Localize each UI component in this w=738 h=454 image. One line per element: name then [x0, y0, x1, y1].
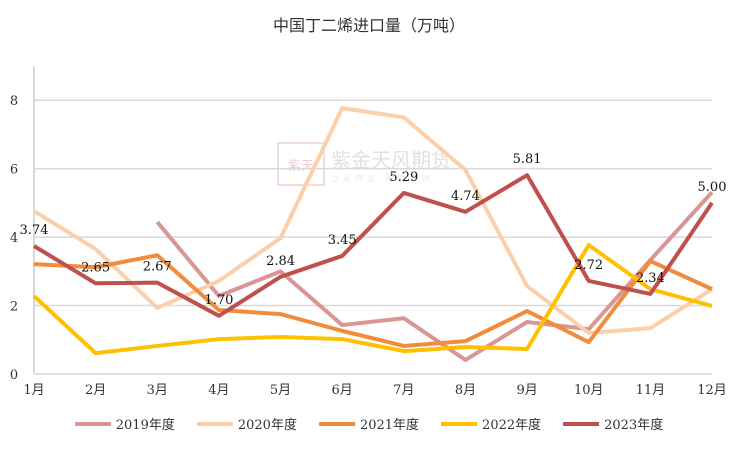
- x-tick-label: 2月: [85, 383, 106, 398]
- legend-swatch: [196, 421, 233, 426]
- chart-title: 中国丁二烯进口量（万吨）: [272, 16, 465, 35]
- series-line-2023年度: [32, 173, 714, 318]
- y-tick-label: 4: [10, 231, 18, 246]
- legend-swatch: [318, 421, 355, 426]
- data-label: 5.81: [513, 152, 542, 167]
- data-label: 5.29: [389, 170, 418, 185]
- x-tick-label: 8月: [455, 383, 476, 398]
- legend-item: 2020年度: [196, 414, 297, 433]
- legend-item: 2021年度: [318, 414, 420, 433]
- data-label: 4.74: [451, 189, 480, 204]
- x-tick-label: 5月: [270, 383, 291, 398]
- x-tick-label: 12月: [697, 383, 727, 398]
- data-label: 3.74: [20, 223, 49, 238]
- x-tick-label: 9月: [516, 383, 537, 398]
- data-label: 2.67: [143, 260, 172, 275]
- y-tick-label: 8: [10, 94, 18, 109]
- series-line-2020年度: [32, 106, 714, 335]
- data-label: 3.45: [328, 233, 357, 248]
- series-line-2022年度: [32, 242, 713, 356]
- data-label: 2.34: [636, 271, 665, 286]
- y-tick-label: 0: [10, 368, 18, 383]
- y-tick-label: 6: [10, 163, 18, 178]
- watermark-slogan: 立足产业 研究驱动: [331, 174, 434, 183]
- x-tick-label: 1月: [23, 383, 44, 398]
- legend-swatch: [441, 421, 478, 426]
- data-label: 5.00: [698, 180, 727, 195]
- legend-label: 2020年度: [237, 418, 297, 433]
- series-line-2021年度: [33, 253, 713, 348]
- legend-label: 2019年度: [115, 418, 175, 433]
- legend-swatch: [563, 421, 600, 426]
- data-label: 2.84: [266, 254, 295, 269]
- legend-swatch: [74, 421, 111, 426]
- y-tick-label: 2: [10, 300, 18, 315]
- x-tick-label: 11月: [636, 383, 666, 398]
- x-tick-label: 10月: [574, 383, 604, 398]
- x-tick-label: 3月: [147, 383, 168, 398]
- x-tick-label: 6月: [332, 383, 353, 398]
- series-line-2019年度: [155, 190, 714, 362]
- data-label: 2.72: [574, 258, 603, 273]
- legend-item: 2022年度: [441, 414, 541, 433]
- legend-label: 2021年度: [359, 418, 420, 433]
- legend-label: 2023年度: [604, 418, 664, 433]
- data-label: 1.70: [204, 293, 233, 308]
- data-label: 2.65: [81, 260, 110, 275]
- legend-item: 2019年度: [74, 414, 175, 433]
- legend: 2019年度 2020年度 2021年度 2022年度 2023年度: [0, 414, 738, 433]
- watermark-seal-logo: 紫天: [277, 142, 325, 186]
- legend-label: 2022年度: [482, 418, 542, 433]
- legend-item: 2023年度: [563, 414, 663, 433]
- x-tick-label: 7月: [393, 383, 414, 398]
- x-tick-label: 4月: [208, 383, 229, 398]
